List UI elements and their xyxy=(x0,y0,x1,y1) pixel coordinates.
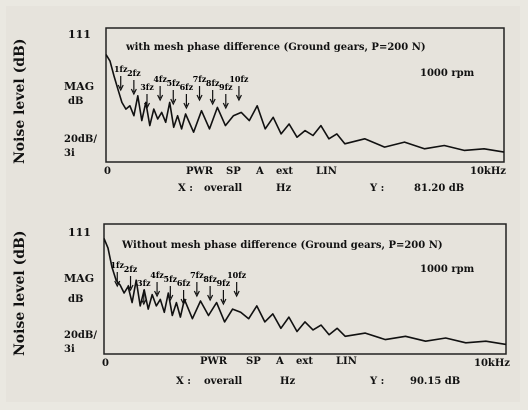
x-readout-value-bottom: overall xyxy=(204,376,243,387)
harmonic-arrowhead-9 xyxy=(222,102,229,110)
control-ext-bottom: ext xyxy=(296,356,313,367)
control-ext-top: ext xyxy=(276,166,293,177)
y-scale-div-top: 3i xyxy=(64,148,75,159)
figure-frame xyxy=(6,6,520,402)
y-readout-value-top: 81.20 dB xyxy=(414,183,465,194)
harmonic-label-10: 10fz xyxy=(229,74,249,84)
harmonic-label-4: 4fz xyxy=(150,270,164,280)
control-pwr-top: PWR xyxy=(186,166,214,177)
harmonic-label-1: 1fz xyxy=(110,260,124,270)
control-sp-bottom: SP xyxy=(246,356,261,367)
y-readout-value-bottom: 90.15 dB xyxy=(410,376,461,387)
harmonic-label-2: 2fz xyxy=(127,68,141,78)
y-mid-label-bottom: MAG xyxy=(64,272,95,285)
speed-bottom: 1000 rpm xyxy=(420,264,475,275)
x-start-top: 0 xyxy=(104,166,111,177)
x-end-top: 10kHz xyxy=(470,166,506,177)
speed-top: 1000 rpm xyxy=(420,68,475,79)
harmonic-arrowhead-5 xyxy=(167,294,174,302)
harmonic-label-9: 9fz xyxy=(217,278,231,288)
x-readout-label-bottom: X : xyxy=(176,376,191,387)
harmonic-arrowhead-7 xyxy=(193,290,200,298)
harmonic-label-7: 7fz xyxy=(190,270,204,280)
plot-frame xyxy=(103,223,507,355)
harmonic-arrowhead-10 xyxy=(233,290,240,298)
harmonic-label-3: 3fz xyxy=(137,278,151,288)
control-a-top: A xyxy=(256,166,264,177)
harmonic-label-5: 5fz xyxy=(164,274,178,284)
harmonic-arrowhead-2 xyxy=(127,284,134,292)
y-scale-bottom: 20dB/ xyxy=(64,330,98,341)
x-end-bottom: 10kHz xyxy=(474,358,510,369)
chart-title-bottom: Without mesh phase difference (Ground ge… xyxy=(122,240,443,251)
harmonic-label-9: 9fz xyxy=(219,82,233,92)
control-sp-top: SP xyxy=(226,166,241,177)
harmonic-arrowhead-3 xyxy=(143,102,151,110)
y-scale-div-bottom: 3i xyxy=(64,344,75,355)
y-readout-label-top: Y : xyxy=(370,183,385,194)
y-readout-label-bottom: Y : xyxy=(370,376,385,387)
harmonic-arrowhead-6 xyxy=(183,102,190,110)
y-unit-bottom: dB xyxy=(68,294,84,305)
harmonic-label-5: 5fz xyxy=(166,78,180,88)
harmonic-arrowhead-5 xyxy=(170,98,177,106)
y-top-tick-bottom: 111 xyxy=(68,226,91,239)
x-unit-bottom: Hz xyxy=(280,376,296,387)
harmonic-arrowhead-3 xyxy=(140,298,147,306)
harmonic-label-8: 8fz xyxy=(203,274,217,284)
harmonic-label-1: 1fz xyxy=(114,64,128,74)
spectrum-line-0 xyxy=(105,54,505,153)
chart-title-top: with mesh phase difference (Ground gears… xyxy=(126,42,426,53)
plot-frame xyxy=(105,27,505,163)
y-scale-top: 20dB/ xyxy=(64,134,98,145)
harmonic-label-8: 8fz xyxy=(206,78,220,88)
spectrum-line-0 xyxy=(103,238,507,346)
harmonic-label-6: 6fz xyxy=(180,82,194,92)
harmonic-label-2: 2fz xyxy=(124,264,138,274)
harmonic-label-6: 6fz xyxy=(177,278,191,288)
harmonic-arrowhead-10 xyxy=(235,94,242,102)
x-unit-top: Hz xyxy=(276,183,292,194)
y-axis-label-top: Noise level (dB) xyxy=(12,38,28,164)
harmonic-label-7: 7fz xyxy=(193,74,207,84)
x-readout-value-top: overall xyxy=(204,183,243,194)
x-readout-label-top: X : xyxy=(178,183,193,194)
harmonic-arrowhead-4 xyxy=(154,290,161,298)
harmonic-arrowhead-7 xyxy=(196,94,203,102)
harmonic-arrowhead-1 xyxy=(114,280,121,288)
control-pwr-bottom: PWR xyxy=(200,356,228,367)
harmonic-arrowhead-1 xyxy=(117,84,124,92)
y-top-tick-top: 111 xyxy=(68,28,91,41)
harmonic-arrowhead-4 xyxy=(157,94,164,102)
harmonic-label-3: 3fz xyxy=(140,82,154,92)
harmonic-label-10: 10fz xyxy=(227,270,247,280)
control-lin-top: LIN xyxy=(316,166,337,177)
harmonic-arrowhead-2 xyxy=(130,88,137,96)
harmonic-arrowhead-8 xyxy=(209,98,216,106)
y-axis-label-bottom: Noise level (dB) xyxy=(12,230,28,356)
harmonic-arrowhead-8 xyxy=(207,294,214,302)
y-unit-top: dB xyxy=(68,96,84,107)
harmonic-label-4: 4fz xyxy=(153,74,167,84)
control-lin-bottom: LIN xyxy=(336,356,357,367)
y-mid-label-top: MAG xyxy=(64,80,95,93)
harmonic-arrowhead-9 xyxy=(220,298,227,306)
x-start-bottom: 0 xyxy=(102,358,109,369)
harmonic-arrowhead-6 xyxy=(180,298,187,306)
control-a-bottom: A xyxy=(276,356,284,367)
